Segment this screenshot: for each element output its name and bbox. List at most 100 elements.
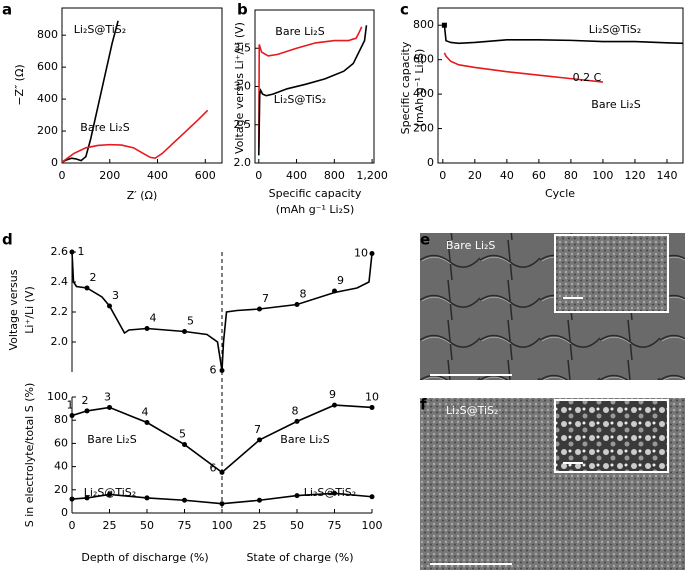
series-label: Bare Li₂S <box>80 121 129 134</box>
y-tick-label: 800 <box>413 18 434 31</box>
plot-frame <box>61 7 223 164</box>
x-axis-label: Z′ (Ω) <box>127 189 158 202</box>
y-axis-label: Li⁺/Li (V) <box>23 286 36 334</box>
y-tick-label: 2.0 <box>234 156 252 169</box>
point-label: 3 <box>104 390 111 403</box>
x-axis-label: Depth of discharge (%) <box>81 551 208 564</box>
data-point <box>69 496 75 502</box>
y-tick-label: 600 <box>413 53 434 66</box>
data-point <box>182 442 187 448</box>
x-tick-label: 400 <box>147 169 168 182</box>
x-axis-label: Cycle <box>545 187 575 200</box>
y-tick-label: 2.2 <box>51 305 69 318</box>
point-label: 9 <box>329 388 336 401</box>
point-label: 8 <box>292 404 299 417</box>
y-tick-label: 2.0 <box>51 335 69 348</box>
panel-letter: d <box>2 231 13 249</box>
data-point <box>107 491 112 497</box>
y-tick-label: 400 <box>37 92 58 105</box>
x-tick-label: 1,200 <box>356 169 388 182</box>
y-tick-label: 2.4 <box>51 275 69 288</box>
y-tick-label: 3.0 <box>234 80 252 93</box>
point-label: 7 <box>262 292 269 305</box>
image-e: Bare Li₂S <box>420 233 685 380</box>
x-tick-label: 0 <box>69 519 76 532</box>
annotation: Li₂S@TiS₂ <box>304 486 356 499</box>
panel-letter: c <box>400 1 409 19</box>
series-line <box>71 251 373 371</box>
series-label: Bare Li₂S <box>87 433 136 446</box>
data-point <box>219 501 225 507</box>
y-tick-label: 2.6 <box>51 245 69 258</box>
data-point <box>332 402 337 408</box>
point-label: 1 <box>67 399 74 412</box>
x-tick-label: 100 <box>212 519 233 532</box>
chart: 2.0 2.5 3.0 3.5 0 400 800 1,200 Specific capacit… <box>233 9 388 216</box>
series-line <box>443 52 604 83</box>
x-tick-label: 50 <box>140 519 154 532</box>
x-tick-label: 120 <box>624 169 645 182</box>
data-point <box>144 420 150 426</box>
series-line <box>61 20 119 163</box>
series-line <box>61 109 209 163</box>
x-tick-label: 400 <box>286 169 307 182</box>
sem-inset <box>554 234 669 313</box>
point-label: 10 <box>365 390 379 403</box>
panel-letter: a <box>2 1 12 19</box>
y-tick-label: 800 <box>37 28 58 41</box>
chart: 2.0 2.2 2.4 2.6 Voltage versus Li⁺/Li (V) 12 3 4… <box>7 245 375 377</box>
y-tick-label: 60 <box>54 436 68 449</box>
series-line <box>257 25 368 156</box>
image-label: Bare Li₂S <box>446 239 495 252</box>
data-point <box>84 285 90 291</box>
data-point <box>107 404 112 410</box>
series-label: Li₂S@TiS₂ <box>274 93 326 106</box>
panel-letter: f <box>420 396 427 414</box>
series-line <box>71 404 373 474</box>
x-tick-label: 200 <box>99 169 120 182</box>
data-point <box>369 404 375 410</box>
y-axis-label: (mAh g⁻¹ Li₂S) <box>413 49 426 128</box>
y-tick-label: 0 <box>51 156 58 169</box>
sem-inset <box>554 399 669 473</box>
x-tick-label: 600 <box>195 169 216 182</box>
y-tick-label: 200 <box>37 124 58 137</box>
data-point <box>69 249 75 255</box>
chart: 0 200 400 600 800 0 200 400 600 Z′ (Ω) −Z″ (Ω) Li₂S… <box>13 7 223 202</box>
x-tick-label: 40 <box>500 169 514 182</box>
y-axis-label: Voltage versus Li⁺/Li (V) <box>233 22 246 154</box>
data-point <box>257 306 262 312</box>
data-point <box>294 493 300 499</box>
data-point <box>369 251 375 256</box>
y-tick-label: 0 <box>427 156 434 169</box>
y-axis-label: Specific capacity <box>399 41 412 134</box>
x-axis-label: State of charge (%) <box>246 551 353 564</box>
point-label: 5 <box>179 428 186 441</box>
panel-letter: b <box>237 1 248 19</box>
annotation: Bare Li₂S <box>280 433 329 446</box>
data-point <box>332 288 337 294</box>
x-tick-label: 60 <box>532 169 546 182</box>
data-point <box>257 497 262 503</box>
x-tick-label: 0 <box>255 169 262 182</box>
y-tick-label: 0 <box>61 506 68 519</box>
series-line <box>71 492 373 505</box>
data-point <box>182 329 187 334</box>
point-label: 1 <box>78 245 85 258</box>
series-label: Li₂S@TiS₂ <box>589 23 641 36</box>
x-tick-label: 100 <box>362 519 383 532</box>
x-tick-label: 80 <box>564 169 578 182</box>
y-tick-label: 3.5 <box>234 41 252 54</box>
data-point <box>369 494 375 500</box>
x-axis-label: Specific capacity <box>269 187 362 200</box>
data-point <box>294 418 300 424</box>
series-line <box>443 25 684 45</box>
point-label: 2 <box>90 271 97 284</box>
y-tick-label: 600 <box>37 60 58 73</box>
data-point <box>332 490 337 496</box>
series-label: Li₂S@TiS₂ <box>74 23 126 36</box>
y-tick-label: 40 <box>54 460 68 473</box>
data-point <box>69 413 75 419</box>
